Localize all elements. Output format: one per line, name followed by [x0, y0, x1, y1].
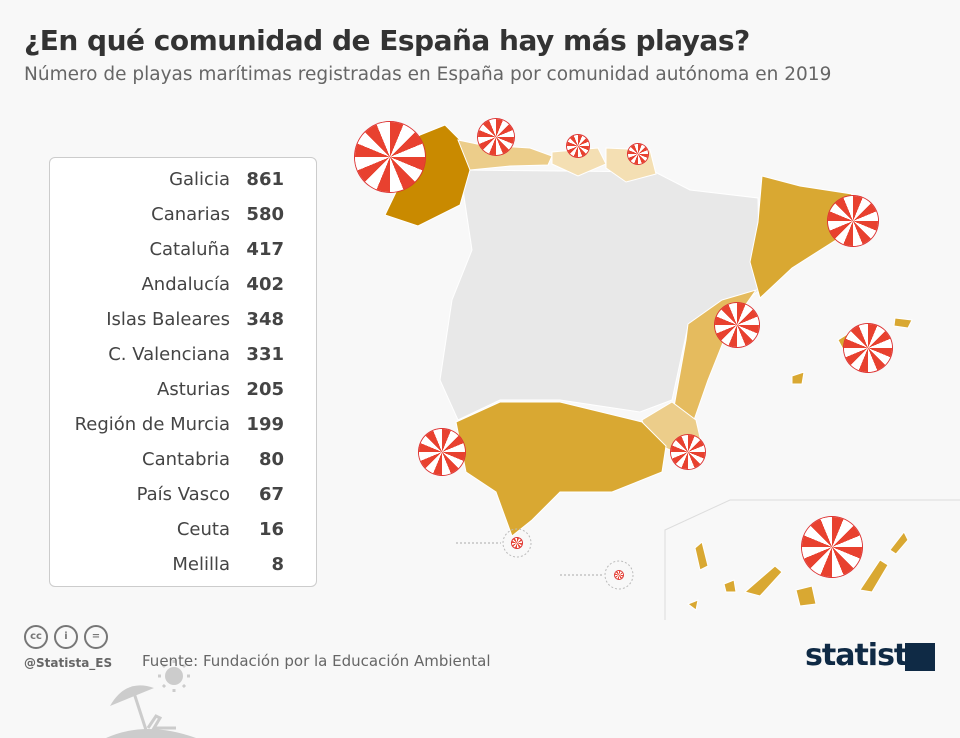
table-row: C. Valenciana 331	[50, 337, 316, 372]
beach-umbrella-icon	[419, 429, 465, 475]
region-label: Asturias	[157, 379, 230, 400]
region-label: Ceuta	[176, 519, 230, 540]
region-label: Islas Baleares	[106, 309, 230, 330]
beach-umbrella-icon	[106, 660, 196, 738]
beach-umbrella-icon	[615, 571, 623, 579]
region-tenerife	[743, 565, 783, 597]
region-value: 8	[271, 554, 284, 575]
chart-title: ¿En qué comunidad de España hay más play…	[24, 24, 750, 57]
table-row: País Vasco 67	[50, 477, 316, 512]
region-cantabria	[551, 147, 607, 177]
region-la-palma	[694, 541, 709, 571]
beach-umbrella-icon	[512, 538, 522, 548]
region-andalucia	[455, 401, 667, 537]
region-value: 16	[258, 519, 284, 540]
beach-umbrella-icon	[355, 122, 425, 192]
table-row: Melilla 8	[50, 547, 316, 582]
region-value: 861	[246, 169, 284, 190]
beach-umbrella-icon	[671, 435, 705, 469]
region-value: 331	[246, 344, 284, 365]
table-row: Galicia 861	[50, 162, 316, 197]
table-row: Andalucía 402	[50, 267, 316, 302]
table-row: Cataluña 417	[50, 232, 316, 267]
region-value: 348	[246, 309, 284, 330]
region-value: 402	[246, 274, 284, 295]
region-interior	[439, 169, 761, 421]
beach-umbrella-icon	[844, 324, 892, 372]
beach-umbrella-icon	[828, 196, 878, 246]
chart-subtitle: Número de playas marítimas registradas e…	[24, 64, 832, 85]
source-note: Fuente: Fundación por la Educación Ambie…	[142, 652, 491, 670]
spain-map	[384, 124, 960, 620]
region-lanzarote	[889, 531, 909, 555]
no-derivatives-icon: =	[84, 625, 108, 649]
table-row: Región de Murcia 199	[50, 407, 316, 442]
region-label: Región de Murcia	[74, 414, 230, 435]
beach-umbrella-icon	[802, 517, 862, 577]
region-label: Andalucía	[141, 274, 230, 295]
region-label: Galicia	[169, 169, 230, 190]
region-label: Cataluña	[149, 239, 230, 260]
region-label: Melilla	[172, 554, 230, 575]
region-la-gomera	[723, 579, 737, 593]
region-label: Cantabria	[142, 449, 230, 470]
statista-handle[interactable]: @Statista_ES	[24, 656, 113, 670]
region-value: 80	[258, 449, 284, 470]
region-value: 205	[246, 379, 284, 400]
table-row: Islas Baleares 348	[50, 302, 316, 337]
table-row: Ceuta 16	[50, 512, 316, 547]
data-table: Galicia 861 Canarias 580 Cataluña 417 Andalucí…	[49, 157, 317, 738]
region-menorca	[893, 317, 913, 329]
attribution-icon: i	[54, 625, 78, 649]
region-value: 417	[246, 239, 284, 260]
canarias-inset-border	[664, 499, 960, 620]
region-value: 67	[258, 484, 284, 505]
statista-logo-mark	[905, 643, 935, 671]
beach-umbrella-icon	[715, 303, 759, 347]
region-label: Canarias	[151, 204, 230, 225]
beach-umbrella-icon	[478, 119, 514, 155]
region-cataluna	[749, 175, 853, 299]
region-value: 580	[246, 204, 284, 225]
melilla-marker	[604, 560, 634, 590]
license-icons: cc i =	[24, 625, 108, 649]
table-row: Canarias 580	[50, 197, 316, 232]
table-row: Cantabria 80	[50, 442, 316, 477]
region-label: País Vasco	[136, 484, 230, 505]
region-label: C. Valenciana	[108, 344, 230, 365]
region-el-hierro	[686, 599, 699, 611]
ceuta-marker	[502, 528, 532, 558]
region-gran-canaria	[795, 585, 817, 607]
beach-umbrella-icon	[567, 135, 589, 157]
cc-icon: cc	[24, 625, 48, 649]
region-value: 199	[246, 414, 284, 435]
table-row: Asturias 205	[50, 372, 316, 407]
region-fuerteventura	[859, 559, 889, 593]
beach-umbrella-icon	[628, 144, 648, 164]
region-ibiza	[791, 371, 805, 385]
